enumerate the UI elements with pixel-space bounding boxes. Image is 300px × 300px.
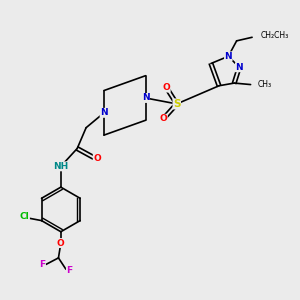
Text: N: N	[236, 63, 243, 72]
Text: N: N	[142, 94, 149, 103]
Text: O: O	[93, 154, 101, 164]
Text: O: O	[163, 83, 170, 92]
Text: N: N	[100, 108, 108, 117]
Text: F: F	[66, 266, 73, 275]
Text: NH: NH	[53, 162, 68, 171]
Text: N: N	[224, 52, 232, 61]
Text: S: S	[173, 99, 181, 109]
Text: Cl: Cl	[20, 212, 29, 221]
Text: F: F	[39, 260, 46, 269]
Text: CH₂CH₃: CH₂CH₃	[260, 31, 289, 40]
Text: CH₃: CH₃	[257, 80, 271, 89]
Text: O: O	[160, 114, 167, 123]
Text: O: O	[57, 238, 65, 247]
